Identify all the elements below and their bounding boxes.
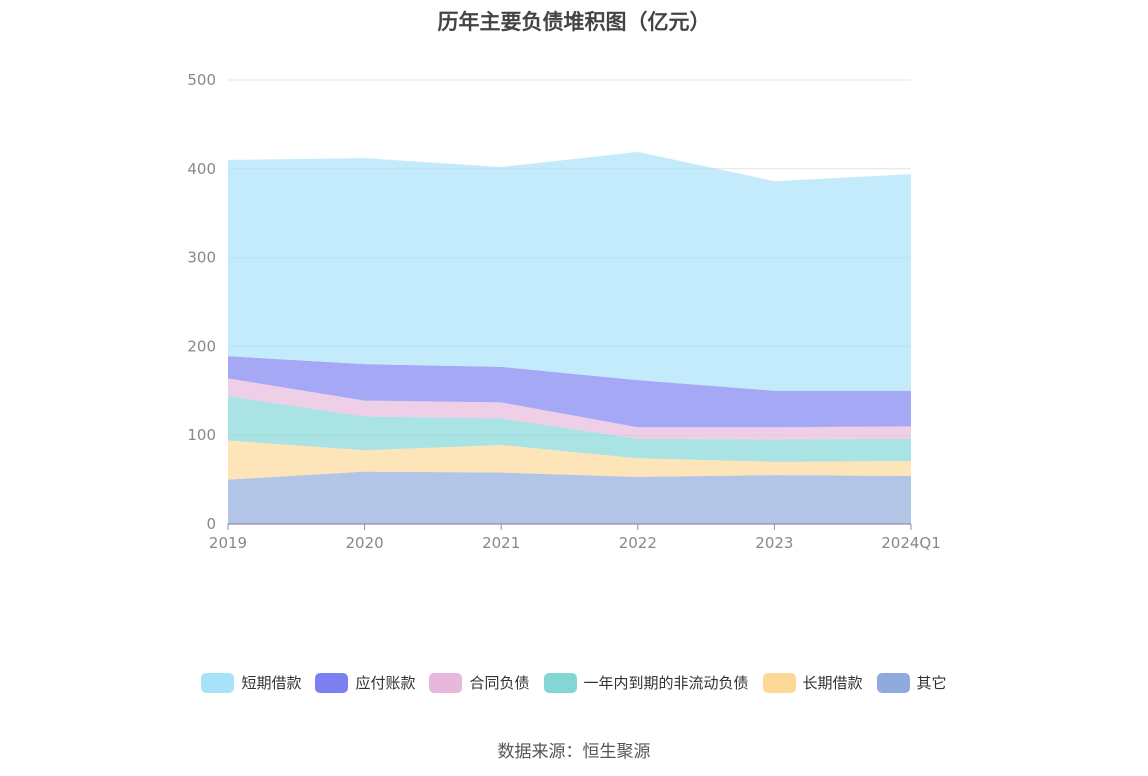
legend-item[interactable]: 长期借款 — [762, 672, 863, 693]
y-tick-label: 200 — [187, 337, 216, 355]
x-tick-label: 2020 — [346, 534, 384, 552]
x-tick-label: 2019 — [209, 534, 247, 552]
legend-label: 其它 — [916, 674, 947, 692]
legend-label: 短期借款 — [241, 674, 302, 692]
x-tick-label: 2021 — [482, 534, 520, 552]
legend-swatch — [201, 672, 235, 693]
y-tick-label: 300 — [187, 249, 216, 267]
legend-label: 一年内到期的非流动负债 — [583, 674, 749, 692]
area-series-一年内到期的非流动负债 — [228, 396, 911, 462]
legend: 短期借款 应付账款 合同负债 一年内到期的非流动负债 长期借款 其它 — [0, 672, 1148, 693]
x-tick-label: 2023 — [755, 534, 793, 552]
chart-plot: 0 100 200 300 400 500 2019 2020 2021 2022 2023 2024… — [187, 71, 940, 552]
legend-swatch — [429, 672, 463, 693]
area-series-长期借款 — [228, 440, 911, 480]
area-series-其它 — [228, 471, 911, 524]
axes: 0 100 200 300 400 500 2019 2020 2021 2022 2023 2024… — [187, 71, 940, 552]
legend-swatch — [876, 672, 910, 693]
legend-label: 应付账款 — [355, 674, 416, 692]
legend-item[interactable]: 一年内到期的非流动负债 — [543, 672, 749, 693]
y-tick-label: 100 — [187, 426, 216, 444]
y-tick-label: 400 — [187, 160, 216, 178]
area-series-短期借款 — [228, 151, 911, 391]
legend-label: 合同负债 — [469, 674, 530, 692]
y-tick-label: 500 — [187, 71, 216, 89]
data-source-note: 数据来源：恒生聚源 — [497, 742, 651, 762]
legend-item[interactable]: 其它 — [876, 672, 947, 693]
area-series — [228, 151, 911, 524]
legend-swatch — [762, 672, 796, 693]
y-tick-label: 0 — [206, 515, 216, 533]
area-series-应付账款 — [228, 356, 911, 428]
x-tick-label: 2024Q1 — [881, 534, 941, 552]
legend-label: 长期借款 — [802, 674, 863, 692]
legend-item[interactable]: 应付账款 — [315, 672, 415, 693]
legend-item[interactable]: 短期借款 — [201, 672, 301, 693]
legend-item[interactable]: 合同负债 — [429, 672, 530, 693]
legend-swatch — [543, 672, 577, 693]
chart-title: 历年主要负债堆积图（亿元） — [437, 10, 711, 34]
legend-swatch — [315, 672, 349, 693]
area-series-合同负债 — [228, 378, 911, 440]
x-tick-label: 2022 — [619, 534, 657, 552]
